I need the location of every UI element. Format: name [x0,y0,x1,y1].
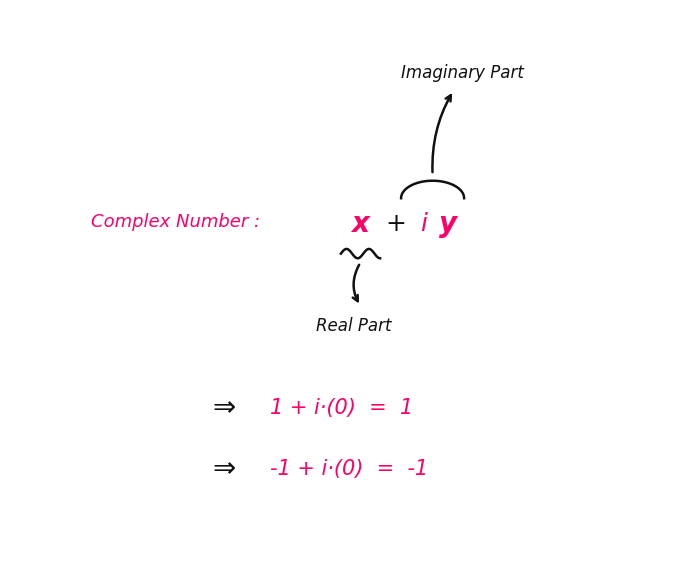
Text: y: y [439,210,457,238]
Text: ⇒: ⇒ [212,455,236,483]
Text: 1 + i·(0)  =  1: 1 + i·(0) = 1 [270,398,412,418]
Text: Imaginary Part: Imaginary Part [400,64,524,82]
Text: x: x [351,210,370,238]
Text: +: + [385,212,406,237]
Text: i: i [420,212,427,237]
Text: ⇒: ⇒ [212,394,236,422]
Text: Complex Number :: Complex Number : [91,213,260,230]
Text: -1 + i·(0)  =  -1: -1 + i·(0) = -1 [270,459,428,479]
Text: Real Part: Real Part [316,318,391,335]
